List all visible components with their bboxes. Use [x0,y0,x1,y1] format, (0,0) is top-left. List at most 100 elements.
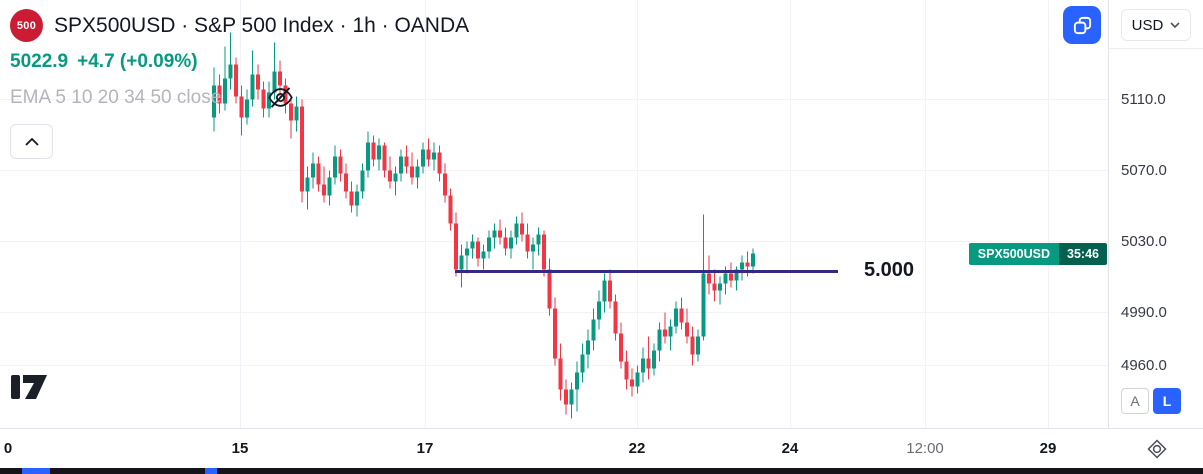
candle-body [426,149,431,160]
chevron-up-icon [24,137,39,146]
axis-settings-icon[interactable] [1146,438,1168,465]
candle-body [558,358,563,390]
candle-body [668,326,673,337]
time-scale[interactable]: 0 15 17 22 24 12:00 29 [0,429,1108,469]
candlestick-svg[interactable] [0,0,1108,428]
price-scale[interactable]: USD A L 5110.0 5070.0 5030.0 4990.0 4960.0 [1109,0,1203,428]
price-label-symbol: SPX500USD [968,242,1060,265]
candle-body [316,163,321,185]
progress-segment [205,468,217,474]
chart-pane[interactable]: 5.000 SPX500USD 35:46 [0,0,1108,428]
candle-body [289,103,293,121]
candle-body [734,269,739,281]
snapshot-button[interactable] [1063,6,1101,44]
time-tick-label: 17 [416,440,434,457]
candle-body [371,142,376,160]
candle-body [536,234,541,245]
candle-body [344,173,348,192]
price-tick-label: 5070.0 [1121,161,1167,179]
time-tick-label: 15 [231,440,249,457]
candle-body [487,237,491,252]
candle-body [305,177,310,192]
candle-body [635,372,640,387]
indicator-row: EMA 5 10 20 34 50 close [10,84,294,111]
candle-body [228,64,233,79]
candle-body [338,156,343,174]
candle-body [212,85,216,118]
symbol-title[interactable]: SPX500USD · S&P 500 Index · 1h · OANDA [54,13,470,37]
candle-body [399,156,403,174]
candle-body [217,85,222,104]
candle-body [250,74,255,100]
candle-body [481,251,486,259]
candle-body [382,145,387,171]
candle-body [349,191,354,206]
candle-body [520,223,524,235]
candle-body [256,74,260,90]
auto-scale-button[interactable]: A [1121,388,1149,414]
candle-body [580,354,585,373]
candle-body [641,358,645,373]
candle-body [602,280,607,302]
candle-body [679,308,684,323]
candle-body [272,71,277,93]
tradingview-logo[interactable] [10,374,50,405]
candle-body [531,244,535,252]
price-tick-label: 5030.0 [1121,232,1167,250]
candle-body [514,223,519,238]
indicator-label[interactable]: EMA 5 10 20 34 50 close [10,86,222,108]
candle-body [740,262,744,270]
candle-body [751,253,755,267]
candle-body [525,234,530,252]
candle-body [421,149,425,167]
candle-body [674,308,678,327]
collapse-header-button[interactable] [10,124,53,159]
candle-body [657,329,662,351]
candle-body [300,106,304,192]
chevron-down-icon [1170,22,1180,28]
candle-body [355,191,359,206]
candle-body [652,350,656,369]
candle-body [553,308,557,359]
log-scale-button[interactable]: L [1153,388,1181,414]
candle-body [569,389,574,405]
candle-body [283,85,288,104]
candle-body [613,301,618,334]
candle-body [707,273,711,284]
candle-body [542,234,546,270]
candle-body [245,99,249,118]
candle-body [723,273,728,284]
candle-body [294,106,299,121]
candle-body [366,142,370,171]
price-tick-label: 4960.0 [1121,356,1167,374]
video-progress-strip [0,468,1203,474]
candle-body [498,230,502,238]
currency-dropdown[interactable]: USD [1121,9,1191,41]
overlapping-squares-icon [1073,16,1091,34]
candle-body [393,173,398,182]
candle-body [454,223,458,270]
time-tick-label: 12:00 [906,440,944,457]
candle-body [432,152,436,160]
price-label: SPX500USD 35:46 [968,242,1107,265]
candle-body [564,389,568,405]
candle-body [360,170,365,192]
candle-body [234,64,238,97]
candle-body [630,379,634,387]
tradingview-logo-icon [11,375,47,399]
candle-body [448,195,453,224]
candle-body [503,237,508,249]
price-scale-divider [1108,0,1109,468]
candle-body [267,92,271,109]
candle-body [415,166,420,178]
progress-segment [22,468,50,474]
candle-body [333,156,337,178]
candle-body [278,71,282,86]
indicator-hidden-eye-icon[interactable] [267,84,294,111]
symbol-header: 500 SPX500USD · S&P 500 Index · 1h · OAN… [10,9,469,42]
candle-body [586,340,590,355]
candle-body [597,301,601,320]
candle-body [575,372,579,390]
candle-body [685,322,689,337]
